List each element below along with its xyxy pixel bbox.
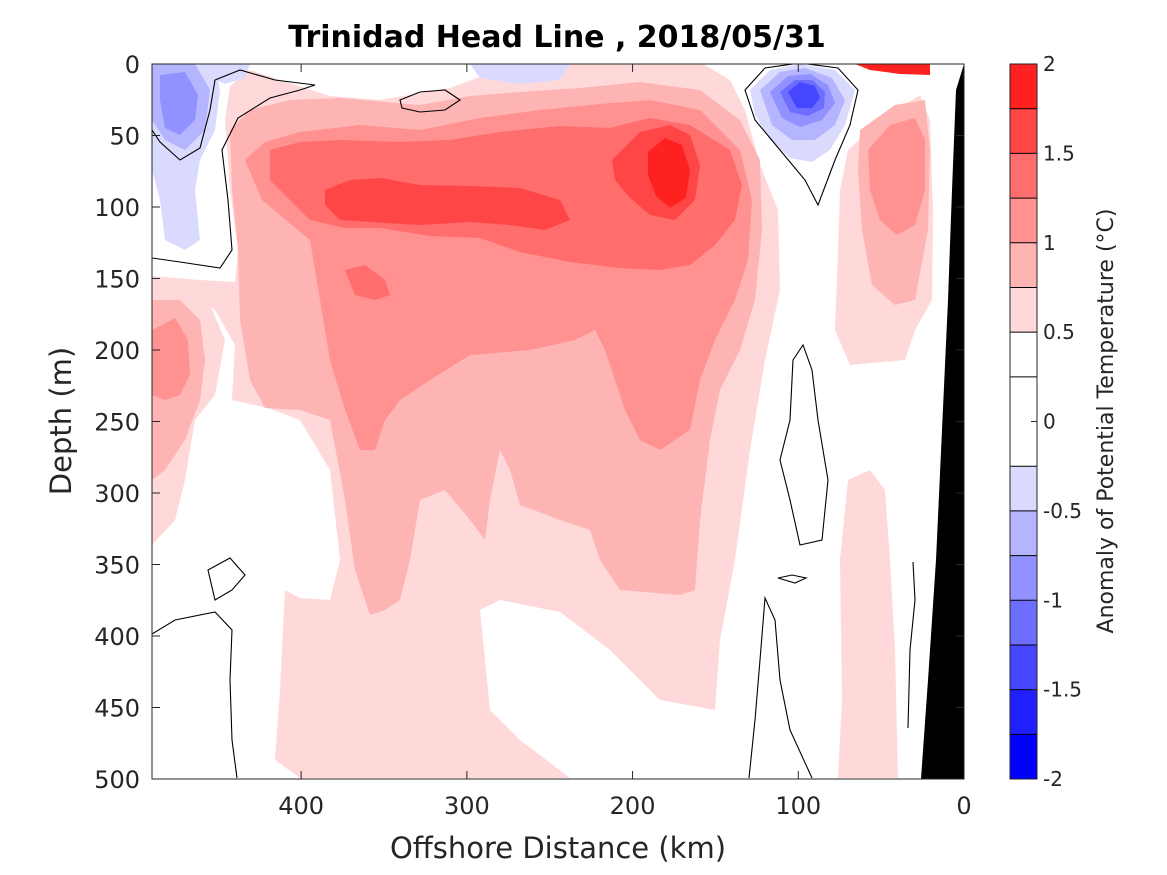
zero-contour-deep-e: [748, 595, 813, 779]
x-tick-label: 300: [444, 792, 490, 820]
x-axis-ticks: 400 300 200 100 0: [278, 64, 972, 820]
x-axis-label: Offshore Distance (km): [390, 831, 726, 865]
zero-contour-deep-a: [779, 343, 829, 546]
anomaly-contour-neg1p25-eddy: [788, 82, 820, 108]
colorbar-tick-label: -0.5: [1043, 499, 1082, 523]
anomaly-contour-1p0-b: [345, 265, 390, 300]
y-axis-ticks: 0 50 100 150 200 250 300 350 400 450 500: [94, 51, 964, 794]
colorbar-tick-label: 1.5: [1043, 141, 1075, 165]
y-tick-label: 200: [94, 337, 140, 365]
y-tick-label: 500: [94, 766, 140, 794]
zero-contours: [152, 64, 916, 779]
colorbar-segment: [1010, 644, 1037, 690]
anomaly-contour-neg0p75-west: [160, 72, 198, 135]
colorbar-segment: [1010, 555, 1037, 601]
zero-contour-deep-c: [152, 611, 238, 779]
zero-contour-loop: [399, 89, 461, 113]
colorbar-segment: [1010, 510, 1037, 556]
colorbar-segment: [1010, 689, 1037, 735]
colorbar-segment: [1010, 466, 1037, 511]
zero-contour-eddy: [744, 64, 859, 207]
y-tick-label: 400: [94, 623, 140, 651]
colorbar-tick-label: -1: [1043, 588, 1063, 612]
anomaly-contour-1p5: [648, 138, 690, 208]
x-tick-label: 200: [610, 792, 656, 820]
x-tick-label: 400: [278, 792, 324, 820]
colorbar-segment: [1010, 332, 1037, 377]
zero-contour-deep-d: [777, 574, 808, 584]
y-tick-label: 300: [94, 480, 140, 508]
colorbar-label: Anomaly of Potential Temperature (°C): [1094, 209, 1119, 634]
zero-contour-west: [152, 69, 316, 269]
y-tick-label: 150: [94, 266, 140, 294]
colorbar-segment: [1010, 600, 1037, 645]
colorbar-segment: [1010, 64, 1037, 109]
anomaly-contour-0p75-east: [868, 118, 925, 235]
y-tick-label: 100: [94, 194, 140, 222]
colorbar-segment: [1010, 153, 1037, 199]
zero-contour-deep-f: [907, 561, 916, 729]
colorbar-segment: [1010, 108, 1037, 154]
y-tick-label: 350: [94, 552, 140, 580]
colorbar-tick-label: 0.5: [1043, 320, 1075, 344]
colorbar-segment: [1010, 198, 1037, 243]
colorbar: 2 1.5 1 0.5 0 -0.5 -1 -1.5 -2: [1009, 52, 1082, 791]
anomaly-contour-0p25-south: [838, 470, 898, 778]
y-tick-label: 0: [125, 51, 140, 79]
y-tick-label: 50: [109, 123, 140, 151]
zero-contour-deep-b: [207, 557, 246, 601]
y-tick-label: 250: [94, 409, 140, 437]
bathymetry: [921, 64, 964, 779]
anomaly-contour-neg0p25-mid: [470, 64, 570, 84]
colorbar-tick-label: 0: [1043, 410, 1056, 434]
anomaly-contour-surface-warm: [855, 64, 930, 75]
colorbar-tick-label: -1.5: [1043, 678, 1082, 702]
x-tick-label: 0: [956, 792, 971, 820]
colorbar-segment: [1010, 734, 1037, 779]
colorbar-tick-label: 2: [1043, 52, 1056, 76]
chart-title: Trinidad Head Line , 2018/05/31: [288, 20, 825, 55]
x-tick-label: 100: [775, 792, 821, 820]
plot-area: [152, 64, 964, 779]
colorbar-tick-label: 1: [1043, 231, 1056, 255]
colorbar-segment: [1010, 287, 1037, 333]
y-axis-label: Depth (m): [44, 347, 78, 495]
colorbar-tick-label: -2: [1043, 767, 1063, 791]
colorbar-segment: [1010, 242, 1037, 288]
anomaly-contour-1p25: [325, 178, 570, 230]
anomaly-contour-0p75-west: [152, 318, 190, 400]
y-tick-label: 450: [94, 695, 140, 723]
